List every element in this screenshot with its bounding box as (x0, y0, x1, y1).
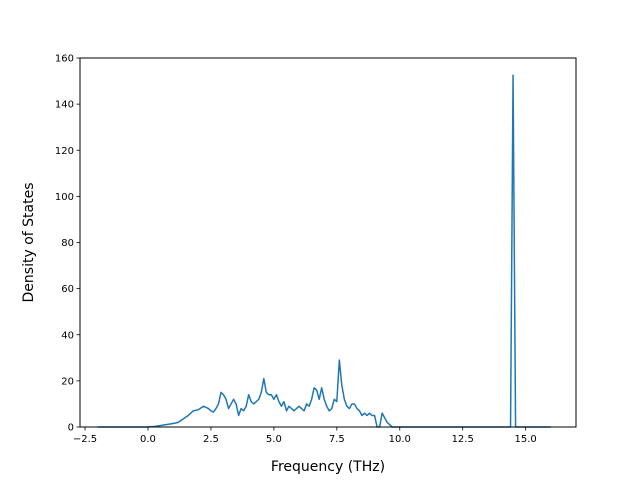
y-tick-label: 140 (55, 100, 74, 111)
y-axis-label: Density of States (21, 183, 37, 303)
x-tick-label: 15.0 (515, 434, 537, 445)
y-tick-label: 40 (61, 330, 74, 341)
y-tick-label: 20 (61, 376, 74, 387)
x-tick-label: 12.5 (452, 434, 474, 445)
axes-frame (79, 57, 577, 428)
x-axis-label: Frequency (THz) (271, 459, 385, 475)
x-tick-label: 2.5 (203, 434, 219, 445)
y-tick-label: 0 (68, 423, 74, 434)
y-tick-label: 100 (55, 192, 74, 203)
x-tick-label: 5.0 (266, 434, 282, 445)
x-tick-label: 10.0 (389, 434, 411, 445)
dos-series-line (97, 74, 551, 428)
x-axis: −2.5 0.0 2.5 5.0 7.5 10.0 12.5 15.0 (73, 427, 537, 445)
y-axis: 0 20 40 60 80 100 120 140 160 (55, 54, 80, 434)
y-tick-label: 160 (55, 54, 74, 65)
x-tick-label: −2.5 (73, 434, 97, 445)
x-tick-label: 0.0 (140, 434, 156, 445)
y-tick-label: 60 (61, 284, 74, 295)
y-tick-label: 120 (55, 146, 74, 157)
y-tick-label: 80 (61, 238, 74, 249)
plot-area (97, 74, 551, 428)
x-tick-label: 7.5 (329, 434, 345, 445)
